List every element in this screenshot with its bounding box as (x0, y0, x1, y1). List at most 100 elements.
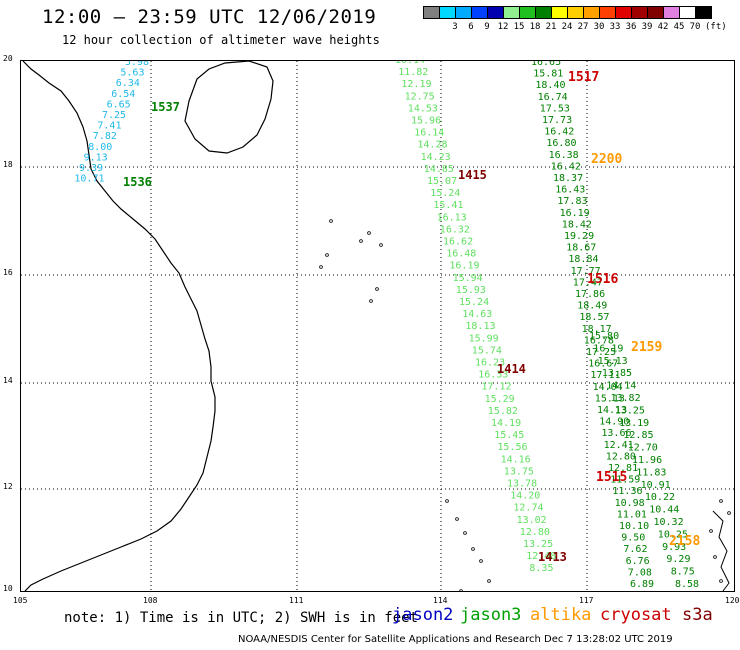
island-dot (727, 511, 731, 515)
wave-height-value: 19.29 (564, 231, 594, 242)
legend-cryosat: cryosat (600, 605, 672, 625)
island-dot (459, 589, 463, 591)
lon-label: 120 (725, 596, 740, 605)
wave-height-value: 15.93 (456, 285, 486, 296)
wave-height-value: 14.19 (491, 418, 521, 429)
lon-label: 105 (13, 596, 28, 605)
wave-height-value: 13.25 (523, 539, 553, 550)
wave-height-value: 10.32 (654, 517, 684, 528)
wave-height-value: 16.43 (555, 185, 585, 196)
wave-height-value: 18.67 (566, 243, 596, 254)
wave-height-value: 15.24 (430, 188, 460, 199)
wave-height-value: 18.13 (465, 321, 495, 332)
wave-height-value: 15.07 (427, 176, 457, 187)
island-dot (719, 499, 723, 503)
wave-height-value: 5.98 (125, 61, 149, 68)
wave-height-value: 6.54 (111, 89, 135, 100)
wave-height-value: 17.77 (571, 266, 601, 277)
wave-height-value: 15.99 (469, 333, 499, 344)
wave-height-value: 10.91 (641, 480, 671, 491)
cycle-label: 2159 (631, 340, 662, 355)
wave-height-value: 11.01 (617, 509, 647, 520)
wave-height-value: 15.81 (533, 69, 563, 80)
cycle-label: 2158 (669, 534, 700, 549)
scale-swatch (503, 6, 520, 19)
wave-height-value: 6.34 (116, 78, 140, 89)
scale-swatch (663, 6, 680, 19)
cycle-label: 1536 (123, 175, 152, 189)
wave-height-value: 15.29 (485, 394, 515, 405)
lat-label: 16 (3, 268, 13, 277)
wave-height-value: 11.96 (632, 455, 662, 466)
wave-height-value: 18.42 (562, 219, 592, 230)
island-dot (479, 559, 483, 563)
wave-height-value: 13.78 (507, 479, 537, 490)
wave-height-value: 10.22 (645, 492, 675, 503)
island-dot (445, 499, 449, 503)
lat-label: 18 (3, 160, 13, 169)
island-dot (719, 579, 723, 583)
wave-height-value: 10.71 (74, 174, 104, 185)
wave-height-value: 14.20 (510, 491, 540, 502)
cycle-label: 1516 (587, 272, 618, 287)
wave-height-value: 13.66 (601, 428, 631, 439)
lon-label: 117 (579, 596, 594, 605)
wave-height-value: 15.56 (497, 442, 527, 453)
color-scale (423, 6, 712, 19)
wave-height-value: 8.35 (529, 563, 553, 574)
wave-height-value: 14.16 (501, 454, 531, 465)
wave-height-value: 12.85 (623, 430, 653, 441)
wave-height-value: 16.42 (544, 127, 574, 138)
wave-height-value: 12.74 (513, 503, 543, 514)
scale-label: 27 (577, 22, 589, 32)
wave-height-value: 16.74 (538, 92, 568, 103)
wave-height-value: 5.63 (120, 68, 144, 79)
wave-height-value: 15.74 (472, 345, 502, 356)
wave-height-value: 16.19 (560, 208, 590, 219)
wave-height-value: 9.29 (666, 554, 690, 565)
cycle-label: 1414 (497, 362, 526, 376)
island-dot (359, 239, 363, 243)
cycle-label: 1415 (458, 168, 487, 182)
island-dot (367, 231, 371, 235)
island-dot (487, 579, 491, 583)
wave-height-value: 14.23 (421, 152, 451, 163)
footer-note: note: 1) Time is in UTC; 2) SWH is in fe… (64, 610, 419, 626)
wave-height-value: 14.90 (599, 417, 629, 428)
scale-label: 33 (609, 22, 621, 32)
island-dot (369, 299, 373, 303)
scale-swatch (599, 6, 616, 19)
island-dot (329, 219, 333, 223)
wave-height-value: 16.19 (593, 343, 623, 354)
legend-jason3: jason3 (460, 605, 522, 625)
wave-height-value: 10.25 (658, 529, 688, 540)
wave-height-value: 15.45 (494, 430, 524, 441)
wave-height-value: 12.81 (608, 463, 638, 474)
scale-label: 45 (673, 22, 685, 32)
scale-label: 18 (529, 22, 541, 32)
wave-height-value: 11.82 (398, 67, 428, 78)
wave-height-value: 13.85 (602, 368, 632, 379)
coastline-east-islands (712, 510, 730, 591)
scale-label: 21 (545, 22, 557, 32)
wave-height-value: 18.49 (577, 301, 607, 312)
scale-label: 24 (561, 22, 573, 32)
wave-height-value: 12.80 (606, 451, 636, 462)
wave-height-value: 16.23 (475, 358, 505, 369)
wave-height-value: 15.94 (453, 273, 483, 284)
wave-height-value: 7.62 (623, 544, 647, 555)
cycle-label: 1515 (596, 470, 627, 485)
wave-height-value: 17.11 (590, 370, 620, 381)
island-dot (319, 265, 323, 269)
lat-label: 10 (3, 584, 13, 593)
wave-height-value: 14.13 (597, 405, 627, 416)
wave-height-value: 9.13 (84, 152, 108, 163)
scale-swatch (551, 6, 568, 19)
wave-height-value: 14.14 (606, 381, 636, 392)
wave-height-value: 16.80 (546, 138, 576, 149)
legend-altika: altika (530, 605, 592, 625)
scale-unit-label: (ft) (705, 22, 727, 32)
scale-label: 6 (468, 22, 474, 32)
